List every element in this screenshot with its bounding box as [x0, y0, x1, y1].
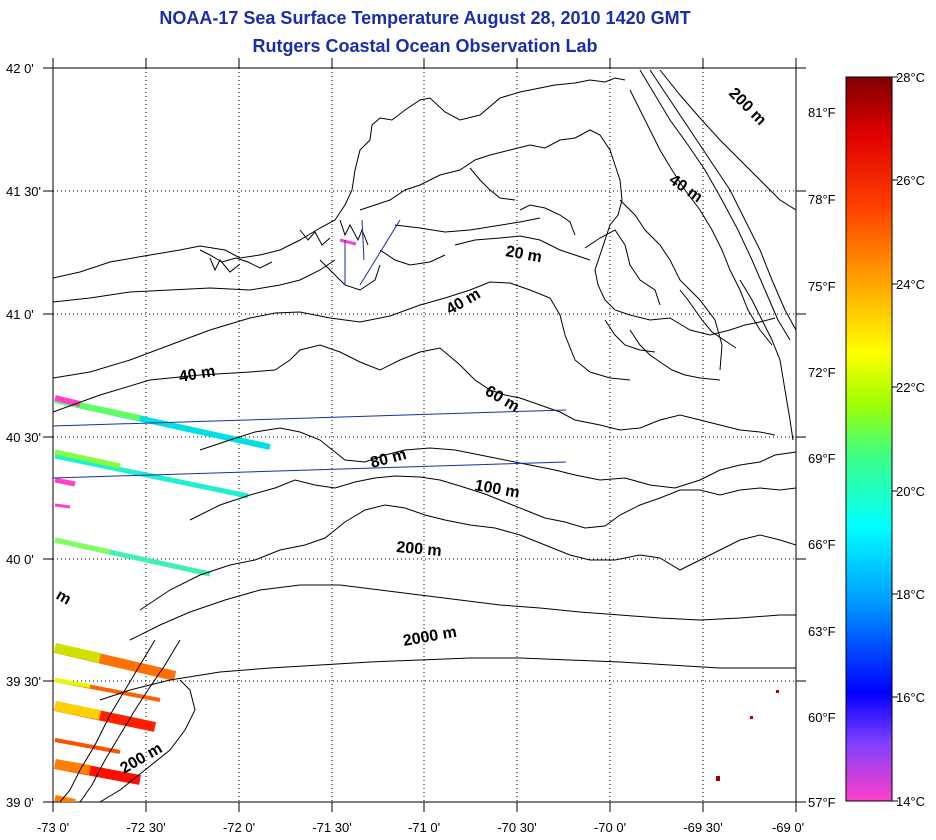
celsius-label: 18°C	[896, 587, 925, 602]
celsius-label: 24°C	[896, 277, 925, 292]
fahrenheit-label: 66°F	[808, 537, 836, 552]
fahrenheit-scale: 81°F 78°F 75°F 72°F 69°F 66°F 63°F 60°F …	[808, 105, 836, 810]
coastline	[53, 77, 794, 441]
longitude-axis: -73 0' -72 30' -72 0' -71 30' -71 0' -70…	[37, 58, 804, 835]
lon-tick-label: -70 30'	[497, 820, 536, 835]
transect-lines	[53, 219, 567, 479]
map-frame	[52, 67, 797, 803]
lon-tick-label: -72 30'	[126, 820, 165, 835]
lat-tick-label: 40 0'	[6, 552, 34, 567]
lat-tick-label: 40 30'	[6, 430, 41, 445]
contour-label: 40 m	[178, 363, 217, 386]
map-title: NOAA-17 Sea Surface Temperature August 2…	[159, 8, 691, 28]
celsius-label: 16°C	[896, 690, 925, 705]
lon-tick-label: -70 0'	[594, 820, 626, 835]
lon-tick-label: -71 0'	[408, 820, 440, 835]
fahrenheit-label: 78°F	[808, 192, 836, 207]
fahrenheit-label: 81°F	[808, 105, 836, 120]
lat-tick-label: 39 30'	[6, 674, 41, 689]
latitude-axis: 42 0' 41 30' 41 0' 40 30' 40 0' 39 30' 3…	[6, 61, 806, 810]
colorbar: 28°C 26°C 24°C 22°C 20°C 18°C 16°C 14°C	[845, 70, 925, 809]
fahrenheit-label: 63°F	[808, 624, 836, 639]
lat-tick-label: 42 0'	[6, 61, 34, 76]
contour-label: 200 m	[396, 539, 443, 560]
celsius-label: 20°C	[896, 484, 925, 499]
lon-tick-label: -71 30'	[312, 820, 351, 835]
lon-tick-label: -72 0'	[223, 820, 255, 835]
contour-label: 20 m	[504, 243, 543, 266]
lat-tick-label: 41 0'	[6, 307, 34, 322]
lon-tick-label: -69 0'	[772, 820, 804, 835]
fahrenheit-label: 69°F	[808, 451, 836, 466]
celsius-label: 26°C	[896, 173, 925, 188]
fahrenheit-label: 72°F	[808, 365, 836, 380]
celsius-label: 22°C	[896, 380, 925, 395]
celsius-label: 14°C	[896, 794, 925, 809]
fahrenheit-label: 75°F	[808, 279, 836, 294]
lon-tick-label: -73 0'	[37, 820, 69, 835]
lon-tick-label: -69 30'	[683, 820, 722, 835]
lat-tick-label: 39 0'	[6, 795, 34, 810]
fahrenheit-label: 57°F	[808, 795, 836, 810]
celsius-label: 28°C	[896, 70, 925, 85]
depth-contours	[53, 69, 796, 802]
lat-tick-label: 41 30'	[6, 184, 41, 199]
fahrenheit-label: 60°F	[808, 710, 836, 725]
map-subtitle: Rutgers Coastal Ocean Observation Lab	[252, 36, 598, 56]
colorbar-gradient	[845, 76, 893, 802]
